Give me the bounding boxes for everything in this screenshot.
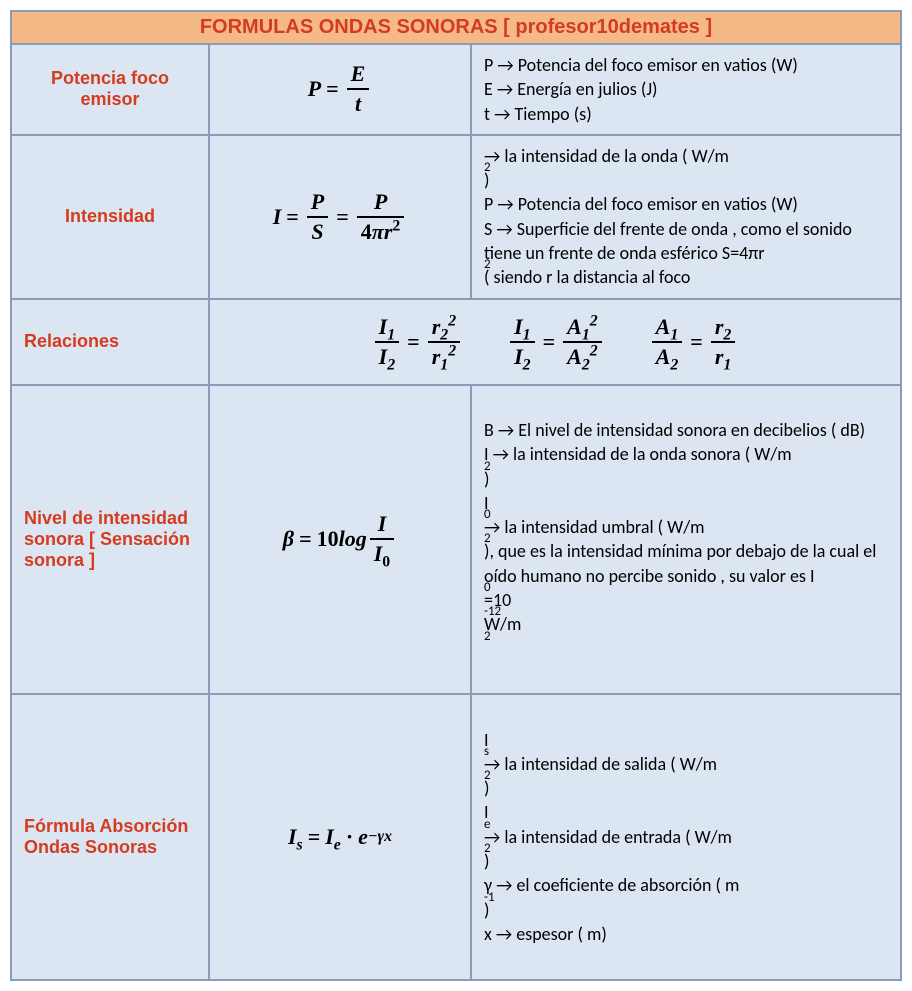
row-intensidad: Intensidad I=PS=P4πr2 → la intensidad de… — [12, 136, 900, 300]
formula-nivel: β=10 log II0 — [210, 386, 472, 694]
row-nivel: Nivel de intensidad sonora [ Sensación s… — [12, 386, 900, 696]
desc-nivel: B → El nivel de intensidad sonora en dec… — [472, 386, 900, 694]
row-absorcion: Fórmula Absorción Ondas Sonoras Is=Ie·e−… — [12, 695, 900, 978]
relation-2: I1I2=A12A22 — [507, 314, 605, 370]
desc-intensidad: → la intensidad de la onda ( W/m2)P → Po… — [472, 136, 900, 298]
row-relaciones: Relaciones I1I2=r22r12 I1I2=A12A22 A1A2=… — [12, 300, 900, 386]
relation-1: I1I2=r22r12 — [372, 314, 463, 370]
formula-intensidad: I=PS=P4πr2 — [210, 136, 472, 298]
label-absorcion: Fórmula Absorción Ondas Sonoras — [12, 695, 210, 978]
formula-relaciones: I1I2=r22r12 I1I2=A12A22 A1A2=r2r1 — [210, 300, 900, 384]
formula-table: FORMULAS ONDAS SONORAS [ profesor10demat… — [10, 10, 902, 981]
label-nivel: Nivel de intensidad sonora [ Sensación s… — [12, 386, 210, 694]
formula-potencia: P=Et — [210, 45, 472, 134]
desc-absorcion: Is → la intensidad de salida ( W/m2)Ie →… — [472, 695, 900, 978]
row-potencia: Potencia foco emisor P=Et P → Potencia d… — [12, 45, 900, 136]
label-relaciones: Relaciones — [12, 300, 210, 384]
label-intensidad: Intensidad — [12, 136, 210, 298]
table-title: FORMULAS ONDAS SONORAS [ profesor10demat… — [12, 12, 900, 45]
desc-potencia: P → Potencia del foco emisor en vatios (… — [472, 45, 900, 134]
relation-3: A1A2=r2r1 — [649, 314, 739, 370]
formula-absorcion: Is=Ie·e−γx — [210, 695, 472, 978]
label-potencia: Potencia foco emisor — [12, 45, 210, 134]
